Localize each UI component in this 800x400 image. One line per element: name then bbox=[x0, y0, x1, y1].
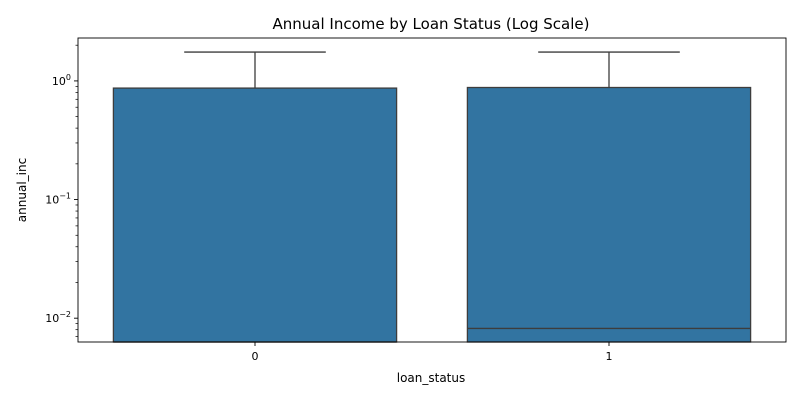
x-axis-label: loan_status bbox=[397, 371, 466, 385]
chart-title: Annual Income by Loan Status (Log Scale) bbox=[273, 15, 590, 33]
y-axis-label: annual_inc bbox=[15, 158, 29, 222]
box-1 bbox=[466, 51, 752, 343]
box-0 bbox=[112, 51, 398, 343]
y-tick-label: 10−2 bbox=[45, 310, 71, 325]
y-axis: 10−2 10−1 100 bbox=[45, 44, 78, 337]
box-body-0 bbox=[112, 87, 398, 343]
y-tick-label: 10−1 bbox=[45, 192, 71, 207]
y-tick-label: 100 bbox=[52, 73, 71, 88]
plot-frame bbox=[77, 37, 787, 343]
x-tick-label: 0 bbox=[252, 350, 259, 363]
box-body-1 bbox=[466, 86, 752, 343]
x-tick-label: 1 bbox=[606, 350, 613, 363]
plot-area bbox=[112, 51, 752, 343]
